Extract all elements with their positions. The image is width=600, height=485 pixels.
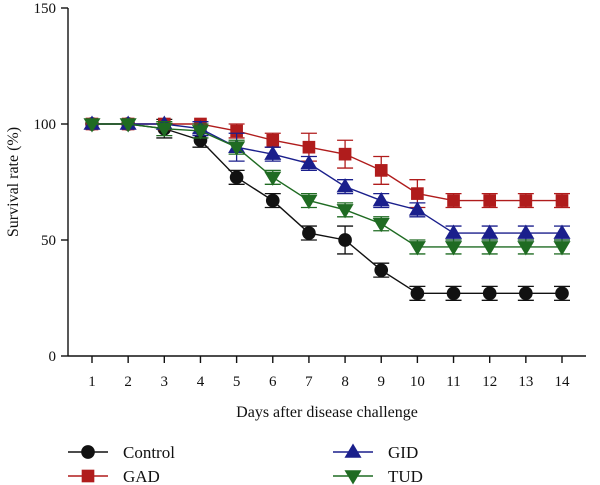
data-point: [446, 286, 461, 301]
legend-item-tud: TUD: [333, 467, 423, 485]
legend-item-control: Control: [68, 443, 175, 462]
y-tick-label: 150: [34, 1, 57, 17]
data-point: [229, 170, 244, 185]
data-point: [230, 124, 243, 138]
data-point: [519, 194, 533, 207]
data-point: [519, 286, 533, 301]
data-point: [411, 187, 424, 200]
data-point: [410, 286, 425, 301]
data-point: [155, 122, 173, 138]
x-axis-title: Days after disease challenge: [236, 404, 418, 421]
data-point: [264, 145, 282, 160]
data-point: [302, 226, 316, 240]
x-tick-label: 14: [555, 374, 571, 390]
legend-label: GID: [388, 443, 418, 462]
legend-label: GAD: [123, 467, 160, 485]
x-tick-label: 5: [233, 374, 241, 390]
data-point: [336, 204, 354, 219]
y-tick-label: 0: [49, 349, 57, 365]
x-ticks: 1 2 3 4 5 6 7 8 9 10 11 12 13 14: [88, 356, 570, 390]
data-point: [372, 217, 390, 233]
legend-marker: [344, 443, 362, 458]
legend-item-gad: GAD: [68, 467, 160, 485]
data-point: [228, 141, 246, 156]
data-point: [517, 241, 535, 256]
data-point: [483, 194, 497, 207]
x-tick-label: 1: [88, 374, 96, 390]
series-line: [92, 123, 562, 234]
data-point: [191, 125, 209, 140]
x-tick-label: 2: [124, 374, 132, 390]
data-point: [264, 171, 282, 186]
data-point: [338, 233, 352, 247]
data-point: [374, 263, 389, 277]
legend-marker: [81, 469, 95, 483]
data-point: [481, 224, 499, 239]
data-point: [445, 241, 463, 256]
y-axis-title: Survival rate (%): [5, 127, 22, 237]
legend: Control GAD GID TUD: [68, 443, 423, 485]
legend-label: TUD: [388, 467, 423, 485]
data-point: [408, 201, 426, 216]
plot-area: [83, 115, 571, 301]
x-tick-label: 13: [518, 374, 533, 390]
y-tick-label: 50: [41, 233, 56, 249]
data-point: [300, 194, 318, 210]
y-ticks: 0 50 100 150: [34, 1, 68, 365]
y-tick-label: 100: [34, 117, 57, 133]
series-line: [92, 123, 562, 295]
data-point: [445, 224, 463, 239]
data-point: [555, 194, 569, 207]
legend-item-gid: GID: [333, 443, 418, 462]
series-tud: [83, 118, 571, 256]
data-point: [336, 178, 354, 193]
series-gid: [83, 115, 571, 241]
x-tick-label: 3: [161, 374, 169, 390]
data-point: [302, 140, 316, 154]
data-point: [266, 133, 280, 147]
series-line: [92, 123, 562, 248]
x-tick-label: 10: [410, 374, 425, 390]
legend-marker: [81, 445, 95, 459]
legend-marker: [344, 470, 362, 485]
series-control: [85, 117, 570, 301]
x-tick-label: 9: [377, 374, 385, 390]
data-point: [265, 193, 280, 208]
data-point: [193, 133, 208, 148]
data-point: [408, 241, 426, 256]
data-point: [482, 286, 497, 301]
x-tick-label: 8: [341, 374, 349, 390]
x-tick-label: 11: [446, 374, 460, 390]
data-point: [555, 286, 569, 301]
data-point: [119, 118, 137, 133]
x-tick-label: 4: [197, 374, 205, 390]
data-point: [374, 164, 388, 177]
data-point: [553, 241, 571, 256]
x-tick-label: 12: [482, 374, 497, 390]
data-point: [372, 192, 390, 207]
data-point: [447, 194, 460, 207]
legend-label: Control: [123, 443, 175, 462]
data-point: [553, 224, 571, 239]
x-tick-label: 6: [269, 374, 277, 390]
data-point: [83, 118, 101, 133]
x-tick-label: 7: [305, 374, 313, 390]
data-point: [300, 154, 318, 170]
data-point: [338, 147, 352, 161]
data-point: [517, 224, 535, 239]
data-point: [481, 241, 499, 256]
